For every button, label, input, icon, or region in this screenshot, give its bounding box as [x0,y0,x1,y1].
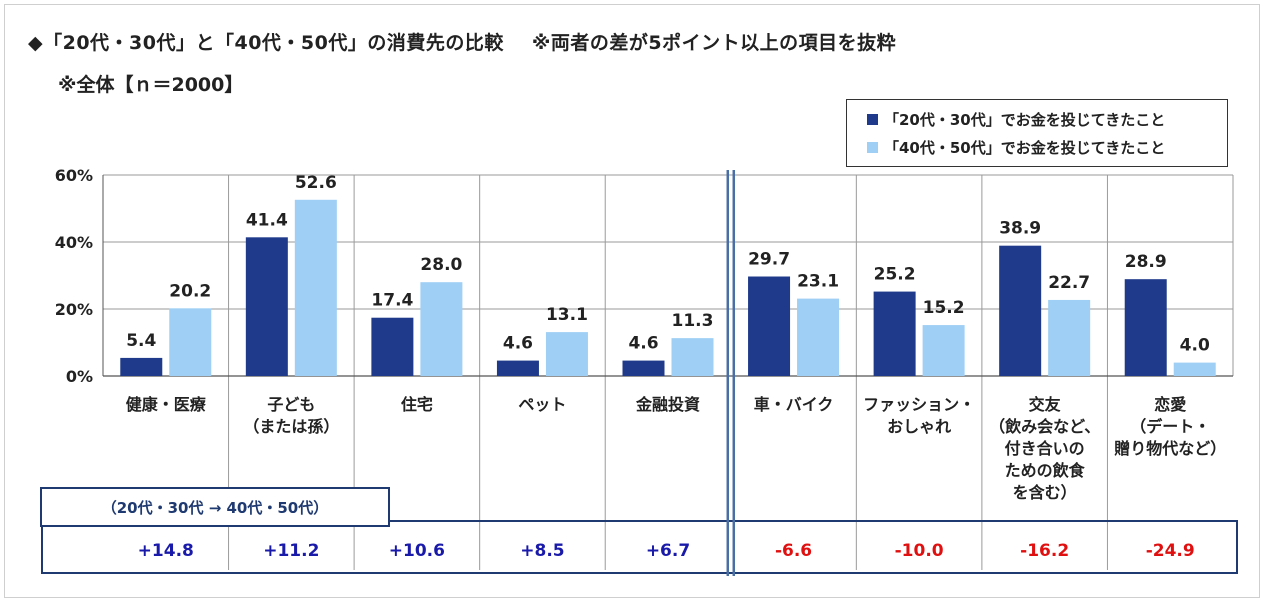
bar-40s-50s-2 [420,282,463,376]
difference-value-4: +6.7 [646,541,690,561]
category-label-5-line-0: 車・バイク [754,395,834,414]
data-label-40s-50s-4: 11.3 [672,311,714,331]
bar-20s-30s-5 [748,276,791,376]
data-label-20s-30s-6: 25.2 [874,265,916,285]
data-label-20s-30s-3: 4.6 [503,334,533,354]
data-label-40s-50s-5: 23.1 [797,272,839,292]
chart-title-text: ◆「20代・30代」と「40代・50代」の消費先の比較 [28,32,504,54]
bar-20s-30s-2 [371,317,414,376]
bar-20s-30s-8 [1124,279,1167,376]
bar-40s-50s-6 [922,325,965,376]
chart-subtitle: ※全体【ｎ＝2000】 [58,74,244,96]
data-label-40s-50s-7: 22.7 [1048,273,1090,293]
category-label-8-line-2: 贈り物代など） [1114,439,1226,458]
difference-value-8: -24.9 [1146,541,1195,561]
data-label-40s-50s-0: 20.2 [169,281,211,301]
difference-value-5: -6.6 [775,541,812,561]
difference-label-box: （20代・30代 → 40代・50代） [40,487,390,527]
y-tick-label-0: 0% [66,367,93,386]
data-label-20s-30s-2: 17.4 [371,291,413,311]
data-label-20s-30s-8: 28.9 [1125,252,1167,272]
category-label-8-line-0: 恋愛 [1154,395,1186,414]
category-label-6-line-1: おしゃれ [887,417,951,436]
bar-20s-30s-7 [999,245,1042,376]
category-label-7-line-4: を含む） [1013,483,1077,502]
category-label-8-line-1: （デート・ [1130,417,1210,436]
bar-40s-50s-3 [545,332,588,376]
legend-item-20s-30s: 「20代・30代」でお金を投じてきたこと [867,105,1227,133]
data-label-40s-50s-3: 13.1 [546,305,588,325]
bar-20s-30s-4 [622,360,665,376]
difference-value-1: +11.2 [263,541,319,561]
bar-40s-50s-8 [1173,362,1216,376]
bar-40s-50s-5 [797,298,840,376]
difference-value-6: -10.0 [895,541,944,561]
difference-row-frame [41,520,1238,574]
bar-40s-50s-4 [671,338,714,376]
legend-swatch-40s-50s [867,141,878,153]
legend: 「20代・30代」でお金を投じてきたこと 「40代・50代」でお金を投じてきたこ… [846,99,1228,167]
category-label-7-line-0: 交友 [1029,395,1062,414]
category-label-7-line-1: （飲み会など、 [989,417,1100,436]
bar-20s-30s-3 [496,360,539,376]
data-label-20s-30s-5: 29.7 [748,250,790,270]
y-tick-label-40: 40% [55,233,93,252]
bar-20s-30s-0 [120,357,163,376]
chart-title: ◆「20代・30代」と「40代・50代」の消費先の比較 ※両者の差が5ポイント以上… [28,28,896,55]
bar-20s-30s-6 [873,291,916,376]
data-label-20s-30s-7: 38.9 [999,219,1041,239]
category-label-3-line-0: ペット [518,395,566,414]
category-label-7-line-3: ための飲食 [1005,461,1086,480]
bar-40s-50s-0 [169,308,212,376]
data-label-20s-30s-1: 41.4 [246,210,288,230]
legend-label-40s-50s: 「40代・50代」でお金を投じてきたこと [884,138,1166,157]
chart-title-note: ※両者の差が5ポイント以上の項目を抜粋 [531,32,897,54]
difference-value-2: +10.6 [389,541,445,561]
data-label-20s-30s-0: 5.4 [126,331,156,351]
category-label-2-line-0: 住宅 [401,395,433,414]
bar-20s-30s-1 [245,237,288,376]
y-tick-label-60: 60% [55,166,93,185]
data-label-40s-50s-6: 15.2 [923,298,965,318]
category-label-0-line-0: 健康・医療 [126,395,207,414]
legend-item-40s-50s: 「40代・50代」でお金を投じてきたこと [867,133,1227,161]
category-label-1-line-1: （または孫） [243,417,339,436]
category-label-7-line-2: 付き合いの [1005,439,1085,458]
data-label-20s-30s-4: 4.6 [628,334,658,354]
category-label-1-line-0: 子ども [267,395,315,414]
bar-40s-50s-1 [294,199,337,376]
category-label-4-line-0: 金融投資 [635,395,700,414]
data-label-40s-50s-1: 52.6 [295,173,337,193]
category-label-6-line-0: ファッション・ [863,395,975,414]
y-tick-label-20: 20% [55,300,93,319]
data-label-40s-50s-2: 28.0 [420,255,462,275]
legend-swatch-20s-30s [867,113,878,125]
difference-value-0: +14.8 [138,541,194,561]
bar-40s-50s-7 [1048,299,1091,376]
data-label-40s-50s-8: 4.0 [1180,336,1210,356]
difference-value-7: -16.2 [1020,541,1069,561]
difference-value-3: +8.5 [520,541,564,561]
legend-label-20s-30s: 「20代・30代」でお金を投じてきたこと [884,110,1166,129]
